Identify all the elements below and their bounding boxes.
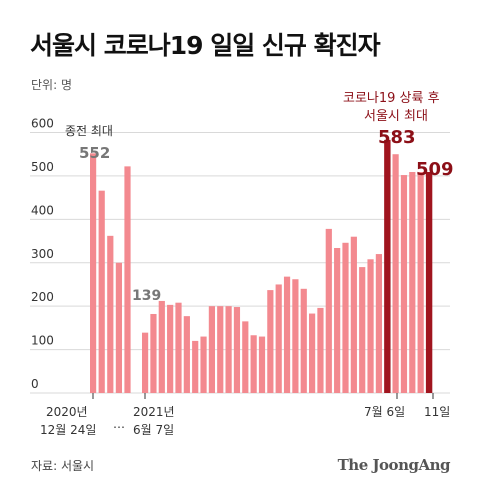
bar-2021-21 xyxy=(317,307,324,393)
chart-title: 서울시 코로나19 일일 신규 확진자 xyxy=(30,31,381,60)
x-label-date2-line2: 6월 7일 xyxy=(133,423,174,437)
bar-2021-16 xyxy=(275,284,282,393)
bar-2021-27 xyxy=(367,259,374,393)
first-peak-label: 종전 최대 xyxy=(65,124,113,138)
x-label-date2-line1: 2021년 xyxy=(133,405,175,419)
bar-2020-2 xyxy=(107,235,114,393)
bar-2021-25 xyxy=(350,236,357,393)
bar-2020-4 xyxy=(124,166,131,393)
y-tick-label: 0 xyxy=(31,377,39,391)
bar-2021-33 xyxy=(417,172,424,393)
y-tick-label: 200 xyxy=(31,290,54,304)
bar-2021-24 xyxy=(342,242,349,393)
x-axis-labels: 2020년 12월 24일 … 2021년 6월 7일 7월 6일 11일 xyxy=(40,405,450,437)
bar-2021-32 xyxy=(409,172,416,393)
y-tick-label: 100 xyxy=(31,334,54,348)
bar-2021-2 xyxy=(158,300,165,393)
bar-2021-6 xyxy=(192,340,199,393)
bar-2021-3 xyxy=(167,304,174,393)
x-label-date1-line1: 2020년 xyxy=(46,405,88,419)
bar-2021-8 xyxy=(208,306,215,393)
bar-2021-26 xyxy=(359,267,366,393)
last-value: 509 xyxy=(416,159,454,180)
bar-2021-13 xyxy=(250,335,257,393)
bar-2021-5 xyxy=(183,316,190,393)
low-value: 139 xyxy=(132,288,161,304)
bar-2021-11 xyxy=(233,307,241,393)
bar-2021-0 xyxy=(142,332,149,393)
unit-label: 단위: 명 xyxy=(31,78,72,92)
bar-2021-22 xyxy=(325,228,332,393)
bar-2020-0 xyxy=(90,153,97,393)
bar-2020-3 xyxy=(115,262,122,393)
new-record-value: 583 xyxy=(378,127,416,148)
bar-2021-12 xyxy=(242,321,249,393)
x-label-date1-line2: 12월 24일 xyxy=(40,423,96,437)
new-record-label-line1: 코로나19 상륙 후 xyxy=(343,91,440,106)
bar-2021-1 xyxy=(150,313,157,393)
y-tick-label: 600 xyxy=(31,117,54,131)
bar-2021-19 xyxy=(300,288,307,393)
x-label-date3: 7월 6일 xyxy=(364,405,405,419)
y-tick-label: 500 xyxy=(31,160,54,174)
bar-2021-10 xyxy=(225,306,232,393)
bar-2021-9 xyxy=(217,306,224,393)
bar-highlight-34 xyxy=(425,172,433,393)
bar-2021-30 xyxy=(392,154,399,393)
new-record-label-line2: 서울시 최대 xyxy=(364,109,428,124)
bar-2021-18 xyxy=(292,279,299,393)
y-axis-ticks: 0 100 200 300 400 500 600 xyxy=(31,117,54,392)
bar-2021-17 xyxy=(283,276,291,393)
bar-2021-31 xyxy=(400,175,408,393)
bar-2021-23 xyxy=(334,247,341,393)
y-tick-label: 400 xyxy=(31,203,54,217)
x-label-date4: 11일 xyxy=(424,405,450,419)
bar-2021-15 xyxy=(267,290,274,393)
bar-2021-28 xyxy=(375,254,382,393)
source-label: 자료: 서울시 xyxy=(31,459,95,473)
y-tick-label: 300 xyxy=(31,247,54,261)
first-peak-value: 552 xyxy=(79,144,110,162)
bar-highlight-29 xyxy=(384,139,391,393)
bar-2021-4 xyxy=(175,302,182,393)
bar-2021-20 xyxy=(309,313,316,393)
bar-2021-14 xyxy=(258,336,266,393)
annotations: 종전 최대 552 139 코로나19 상륙 후 서울시 최대 583 509 xyxy=(65,91,454,304)
bar-2020-1 xyxy=(98,190,105,393)
bar-2021-7 xyxy=(200,336,207,393)
brand-logo: The JoongAng xyxy=(337,456,451,474)
x-label-ellipsis: … xyxy=(113,417,125,431)
bars xyxy=(90,139,434,399)
